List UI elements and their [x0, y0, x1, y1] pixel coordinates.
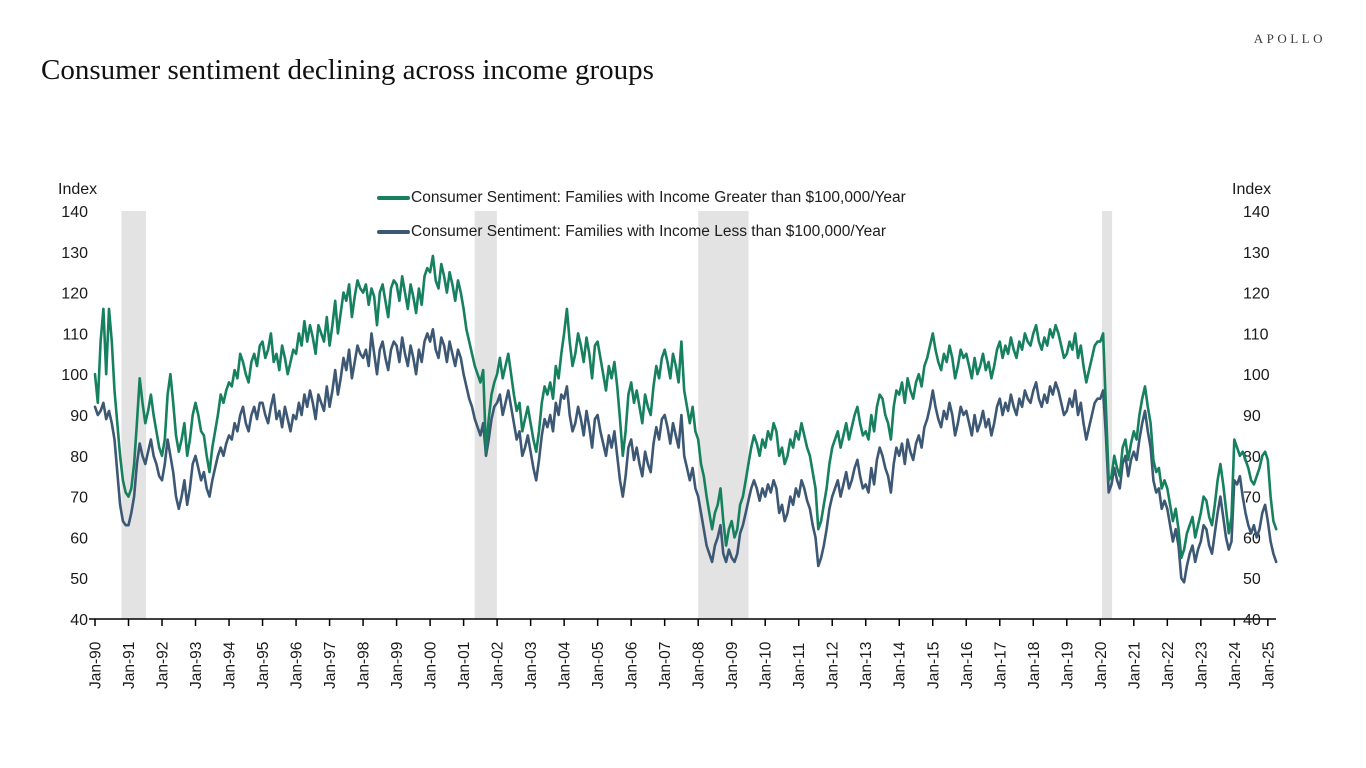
y-axis-unit-label-right: Index [1232, 181, 1272, 198]
y-axis-tick-label-left: 130 [61, 245, 88, 262]
x-axis-tick-label: Jan-25 [1260, 642, 1277, 689]
chart-legend: Consumer Sentiment: Families with Income… [377, 181, 906, 249]
high-income-line-swatch [377, 196, 410, 200]
x-axis-tick-label: Jan-92 [155, 642, 172, 689]
x-axis-tick-label: Jan-23 [1193, 642, 1210, 689]
y-axis-tick-label-right: 90 [1243, 408, 1261, 425]
x-axis-tick-label: Jan-17 [992, 642, 1009, 689]
legend-item-low-income: Consumer Sentiment: Families with Income… [377, 215, 906, 249]
legend-item-high-income: Consumer Sentiment: Families with Income… [377, 181, 906, 215]
y-axis-tick-label-left: 40 [70, 612, 88, 629]
x-axis-tick-label: Jan-91 [121, 642, 138, 689]
y-axis-tick-label-right: 40 [1243, 612, 1261, 629]
x-axis-tick-label: Jan-05 [590, 642, 607, 689]
y-axis-tick-label-right: 70 [1243, 490, 1261, 507]
legend-label-low-income: Consumer Sentiment: Families with Income… [411, 223, 887, 240]
x-axis-tick-label: Jan-02 [490, 642, 507, 689]
x-axis-tick-label: Jan-15 [925, 642, 942, 689]
y-axis-tick-label-right: 130 [1243, 245, 1270, 262]
page-title: Consumer sentiment declining across inco… [41, 54, 654, 86]
y-axis-unit-label-left: Index [58, 181, 98, 198]
y-axis-tick-label-left: 90 [70, 408, 88, 425]
y-axis-tick-label-right: 140 [1243, 204, 1270, 221]
y-axis-tick-label-left: 50 [70, 571, 88, 588]
apollo-logo: APOLLO [1253, 31, 1326, 46]
x-axis-tick-label: Jan-07 [657, 642, 674, 689]
x-axis-tick-label: Jan-94 [222, 641, 239, 689]
x-axis-tick-label: Jan-12 [825, 642, 842, 689]
x-axis-tick-label: Jan-18 [1026, 642, 1043, 689]
x-axis-tick-label: Jan-06 [624, 642, 641, 689]
low-income-sentiment-line [93, 327, 1278, 584]
y-axis-tick-label-left: 70 [70, 490, 88, 507]
x-axis-tick-label: Jan-10 [758, 641, 775, 689]
x-axis-tick-label: Jan-00 [423, 641, 440, 689]
x-axis-tick-label: Jan-09 [724, 642, 741, 689]
x-axis-tick-label: Jan-19 [1059, 642, 1076, 689]
x-axis-tick-label: Jan-98 [356, 642, 373, 689]
y-axis-tick-label-right: 110 [1243, 326, 1269, 343]
x-axis-tick-label: Jan-20 [1093, 641, 1110, 689]
x-axis-tick-label: Jan-03 [523, 642, 540, 689]
x-axis-tick-label: Jan-96 [289, 642, 306, 689]
x-axis-tick-label: Jan-21 [1126, 642, 1143, 689]
y-axis-tick-label-right: 50 [1243, 571, 1261, 588]
x-axis-tick-label: Jan-13 [858, 642, 875, 689]
x-axis-tick-label: Jan-01 [456, 642, 473, 689]
low-income-line-swatch [377, 230, 410, 234]
high-income-sentiment-line [93, 254, 1278, 560]
y-axis-tick-label-right: 80 [1243, 449, 1261, 466]
legend-label-high-income: Consumer Sentiment: Families with Income… [411, 189, 906, 206]
x-axis-tick-label: Jan-04 [557, 641, 574, 689]
y-axis-tick-label-left: 60 [70, 530, 88, 547]
x-axis-tick-label: Jan-08 [691, 642, 708, 689]
y-axis-tick-label-left: 120 [61, 286, 88, 303]
x-axis-tick-label: Jan-24 [1227, 641, 1244, 689]
y-axis-tick-label-right: 100 [1243, 367, 1270, 384]
x-axis-tick-label: Jan-16 [959, 642, 976, 689]
x-axis-tick-label: Jan-97 [322, 642, 339, 689]
x-axis-tick-label: Jan-14 [892, 641, 909, 689]
x-axis-tick-label: Jan-93 [188, 642, 205, 689]
x-axis-tick-label: Jan-22 [1160, 642, 1177, 689]
x-axis-tick-label: Jan-95 [255, 642, 272, 689]
y-axis-tick-label-left: 80 [70, 449, 88, 466]
x-axis-tick-label: Jan-90 [88, 641, 105, 689]
y-axis-tick-label-left: 110 [62, 326, 88, 343]
y-axis-tick-label-right: 120 [1243, 286, 1270, 303]
x-axis-tick-label: Jan-11 [791, 643, 808, 689]
y-axis-tick-label-left: 140 [61, 204, 88, 221]
recession-band [121, 211, 146, 619]
x-axis-tick-label: Jan-99 [389, 642, 406, 689]
y-axis-tick-label-left: 100 [61, 367, 88, 384]
